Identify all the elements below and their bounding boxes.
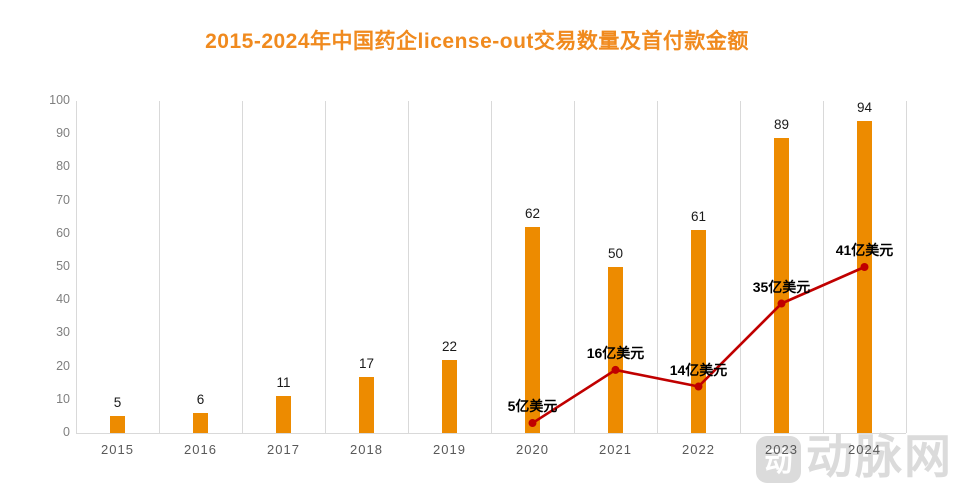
- bar-value-label: 5: [113, 395, 122, 411]
- y-axis-tick-label: 20: [56, 358, 70, 373]
- line-value-label: 16亿美元: [586, 344, 645, 361]
- bar-value-label: 6: [196, 392, 205, 408]
- bar-value-label: 62: [524, 206, 541, 222]
- x-axis-line: [76, 433, 906, 434]
- line-point: [777, 299, 786, 308]
- line-value-label: 5亿美元: [507, 398, 558, 415]
- bar-value-label: 17: [358, 355, 375, 371]
- y-axis-tick-label: 10: [56, 391, 70, 406]
- line-point: [528, 419, 537, 428]
- bar: [774, 137, 789, 433]
- x-axis-label: 2021: [599, 442, 632, 457]
- y-axis-tick-label: 100: [49, 93, 70, 107]
- x-axis-label: 2016: [184, 442, 217, 457]
- x-axis-label: 2023: [765, 442, 798, 457]
- vertical-gridline: [906, 101, 907, 433]
- bar: [442, 359, 457, 433]
- line-point: [860, 263, 869, 271]
- watermark-logo-icon: 动: [756, 436, 801, 483]
- x-axis-label: 2018: [350, 442, 383, 457]
- vertical-gridline: [325, 101, 326, 433]
- y-axis-line: [76, 101, 77, 433]
- line-value-label: 35亿美元: [752, 278, 811, 295]
- y-axis-tick-label: 0: [63, 425, 70, 439]
- vertical-gridline: [491, 101, 492, 433]
- line-point: [611, 365, 620, 374]
- vertical-gridline: [574, 101, 575, 433]
- vertical-gridline: [823, 101, 824, 433]
- bar-value-label: 94: [856, 99, 873, 115]
- x-axis-label: 2020: [516, 442, 549, 457]
- vertical-gridline: [159, 101, 160, 433]
- line-value-label: 41亿美元: [835, 242, 894, 258]
- y-axis-tick-label: 40: [56, 292, 70, 307]
- bar: [359, 376, 374, 433]
- chart-title: 2015-2024年中国药企license-out交易数量及首付款金额: [205, 30, 749, 53]
- x-axis-label: 2015: [101, 442, 134, 457]
- bar: [857, 120, 872, 433]
- vertical-gridline: [657, 101, 658, 433]
- y-axis-tick-label: 90: [56, 126, 70, 141]
- bar: [193, 413, 208, 433]
- x-axis-label: 2019: [433, 442, 466, 457]
- bar-value-label: 11: [276, 375, 291, 391]
- bar-value-label: 89: [773, 116, 790, 132]
- y-axis-tick-label: 70: [56, 192, 70, 207]
- bar-value-label: 61: [690, 209, 707, 225]
- bar: [608, 267, 623, 433]
- bar: [276, 396, 291, 433]
- line-value-label: 14亿美元: [669, 361, 728, 378]
- x-axis-label: 2024: [848, 442, 881, 457]
- bar-value-label: 22: [441, 338, 458, 354]
- bar: [525, 227, 540, 433]
- vertical-gridline: [740, 101, 741, 433]
- x-axis-label: 2022: [682, 442, 715, 457]
- y-axis-tick-label: 60: [56, 225, 70, 240]
- y-axis-tick-label: 80: [56, 159, 70, 174]
- line-point: [694, 382, 703, 391]
- vertical-gridline: [408, 101, 409, 433]
- bar: [110, 416, 125, 433]
- watermark-text: 动脉网: [806, 430, 953, 483]
- y-axis-tick-label: 50: [56, 259, 70, 273]
- x-axis-label: 2017: [267, 442, 300, 457]
- vertical-gridline: [242, 101, 243, 433]
- bar-value-label: 50: [607, 246, 624, 261]
- y-axis-tick-label: 30: [56, 325, 70, 340]
